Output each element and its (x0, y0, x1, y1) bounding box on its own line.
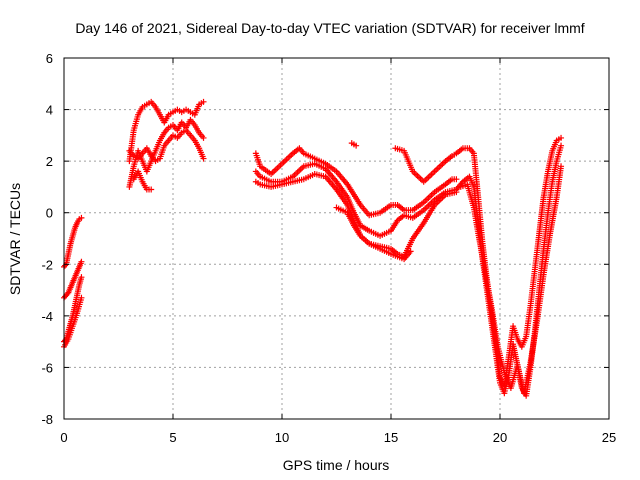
series-4 (126, 98, 207, 165)
series-5 (126, 116, 207, 190)
plot-frame (63, 57, 610, 420)
y-tick-label: -8 (41, 412, 53, 427)
x-tick-label: 5 (169, 430, 176, 445)
y-tick-label: 2 (46, 154, 53, 169)
series-1 (61, 274, 85, 345)
data-point (78, 294, 85, 301)
series-3 (61, 294, 85, 350)
data-point (558, 142, 565, 149)
y-tick-label: 0 (46, 206, 53, 221)
x-axis-label: GPS time / hours (283, 457, 390, 473)
series-12 (348, 140, 360, 149)
y-tick-label: -4 (41, 309, 53, 324)
data-point (353, 142, 360, 149)
data-point (78, 274, 85, 281)
data-point (200, 134, 207, 141)
data-point (200, 98, 207, 105)
data-point (78, 258, 85, 265)
data-point (78, 214, 85, 221)
chart-title: Day 146 of 2021, Sidereal Day-to-day VTE… (75, 20, 584, 36)
data-point (407, 248, 414, 255)
data-point (148, 186, 155, 193)
series-7 (130, 168, 155, 193)
data-point (64, 290, 71, 297)
series-6 (126, 127, 207, 165)
x-tick-label: 10 (275, 430, 289, 445)
y-tick-label: -6 (41, 360, 53, 375)
series-11 (333, 204, 414, 263)
data-point (62, 262, 69, 269)
data-point (453, 176, 460, 183)
data-points (61, 98, 565, 399)
data-point (200, 155, 207, 162)
series-9 (252, 160, 460, 239)
data-point (558, 134, 565, 141)
x-tick-label: 0 (60, 430, 67, 445)
y-tick-label: 4 (46, 103, 53, 118)
x-tick-label: 25 (602, 430, 616, 445)
y-axis-label: SDTVAR / TECUs (7, 183, 23, 295)
series-13 (392, 134, 565, 389)
y-tick-label: 6 (46, 51, 53, 66)
series-8 (252, 145, 460, 219)
y-tick-label: -2 (41, 257, 53, 272)
axis-ticks: 0 5 10 15 20 25 -8 -6 -4 -2 0 2 4 6 (41, 51, 616, 445)
x-tick-label: 20 (493, 430, 507, 445)
x-tick-label: 15 (384, 430, 398, 445)
data-point (558, 163, 565, 170)
series-15 (457, 163, 565, 397)
series-2 (61, 258, 85, 301)
